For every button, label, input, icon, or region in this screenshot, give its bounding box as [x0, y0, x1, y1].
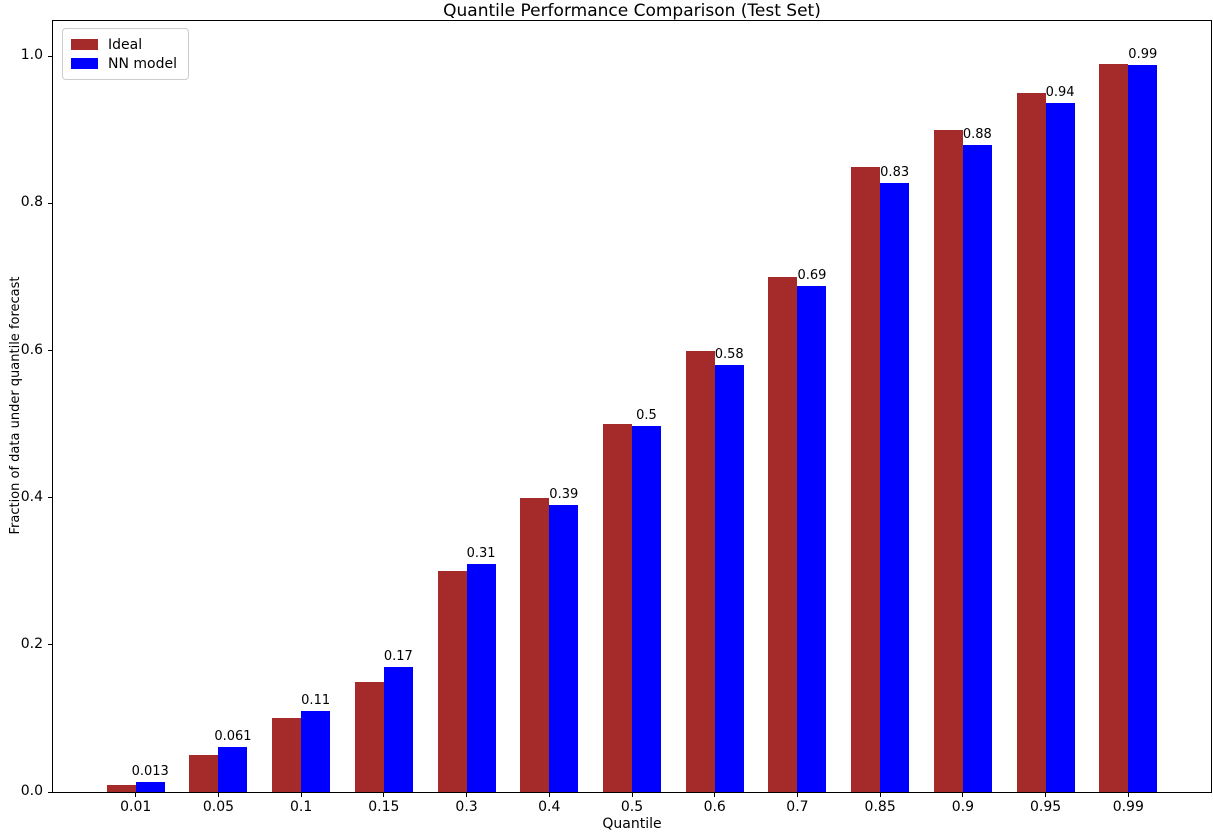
- x-tick-label: 0.85: [864, 799, 896, 815]
- bar-nn-model: [797, 285, 827, 792]
- x-tick-label: 0.1: [290, 799, 313, 815]
- x-tick: [962, 793, 964, 797]
- bar-nn-model: [301, 711, 331, 792]
- bar-value-label: 0.31: [466, 545, 496, 561]
- legend-swatch-nn-model: [71, 58, 98, 69]
- chart-title: Quantile Performance Comparison (Test Se…: [443, 1, 821, 21]
- x-tick-label: 0.01: [120, 799, 152, 815]
- legend: Ideal NN model: [62, 28, 189, 80]
- x-tick: [714, 793, 716, 797]
- y-tick-label: 0.4: [20, 488, 43, 505]
- bar-value-label: 0.013: [131, 764, 169, 780]
- x-tick: [466, 793, 468, 797]
- bar-value-label: 0.39: [549, 487, 579, 503]
- x-tick-label: 0.7: [786, 799, 809, 815]
- bar-ideal: [933, 129, 963, 792]
- legend-label-nn-model: NN model: [108, 55, 177, 72]
- x-tick: [548, 793, 550, 797]
- bar-ideal: [520, 497, 550, 792]
- x-tick-label: 0.9: [951, 799, 974, 815]
- x-tick: [879, 793, 881, 797]
- bar-ideal: [1016, 93, 1046, 792]
- y-tick-label: 1.0: [20, 47, 43, 64]
- bar-value-label: 0.88: [962, 126, 992, 142]
- y-tick: [48, 497, 52, 499]
- x-axis-label: Quantile: [602, 816, 662, 832]
- bar-value-label: 0.69: [797, 267, 827, 283]
- bar-nn-model: [632, 426, 661, 792]
- x-tick-label: 0.15: [368, 799, 400, 815]
- x-tick-label: 0.6: [703, 799, 726, 815]
- bar-nn-model: [549, 505, 579, 792]
- y-tick-label: 0.8: [20, 194, 43, 211]
- x-tick-label: 0.05: [202, 799, 235, 815]
- x-tick: [1127, 793, 1129, 797]
- x-tick-label: 0.4: [538, 799, 561, 815]
- y-tick-label: 0.2: [20, 635, 43, 652]
- bar-nn-model: [1128, 65, 1158, 792]
- bar-value-label: 0.11: [301, 693, 331, 709]
- bar-ideal: [603, 424, 632, 792]
- legend-entry-nn-model: NN model: [71, 55, 177, 72]
- y-tick: [48, 55, 52, 57]
- x-tick: [383, 793, 385, 797]
- x-tick-label: 0.3: [455, 799, 478, 815]
- bar-ideal: [106, 784, 136, 792]
- bar-ideal: [768, 277, 798, 792]
- bar-value-label: 0.83: [880, 164, 910, 180]
- bar-nn-model: [1045, 102, 1075, 792]
- bar-ideal: [272, 718, 302, 792]
- bar-nn-model: [218, 747, 248, 792]
- bar-value-label: 0.5: [636, 408, 657, 424]
- y-tick-label: 0.0: [20, 783, 43, 799]
- y-tick: [48, 791, 52, 793]
- bar-ideal: [189, 755, 219, 792]
- bar-nn-model: [962, 144, 992, 792]
- bar-nn-model: [466, 563, 496, 792]
- x-tick: [796, 793, 798, 797]
- legend-label-ideal: Ideal: [108, 36, 143, 53]
- bar-value-label: 0.58: [714, 347, 744, 363]
- x-tick: [1045, 793, 1047, 797]
- x-tick: [300, 793, 302, 797]
- bar-nn-model: [135, 782, 165, 792]
- x-tick: [631, 793, 633, 797]
- x-tick: [135, 793, 137, 797]
- bar-ideal: [851, 166, 881, 792]
- y-tick: [48, 644, 52, 646]
- x-tick-label: 0.5: [620, 799, 644, 815]
- legend-swatch-ideal: [71, 39, 98, 50]
- x-tick: [217, 793, 219, 797]
- y-tick-label: 0.6: [20, 341, 43, 358]
- bar-ideal: [1099, 63, 1129, 792]
- bar-value-label: 0.94: [1045, 84, 1075, 100]
- x-tick-label: 0.99: [1112, 799, 1144, 815]
- y-tick: [48, 350, 52, 352]
- bar-value-label: 0.99: [1128, 47, 1158, 63]
- bar-value-label: 0.17: [383, 648, 413, 664]
- legend-entry-ideal: Ideal: [71, 36, 177, 53]
- bar-value-label: 0.061: [214, 729, 252, 745]
- bar-nn-model: [383, 666, 413, 792]
- bar-nn-model: [880, 182, 910, 792]
- bar-ideal: [685, 350, 715, 792]
- x-tick-label: 0.95: [1029, 799, 1062, 815]
- bar-ideal: [354, 681, 384, 792]
- plot-area: Ideal NN model 0.013 0.01 0.061 0.05 0.11 0.1…: [21, 20, 1212, 815]
- y-tick: [48, 202, 52, 204]
- bar-ideal: [437, 571, 467, 792]
- bar-nn-model: [714, 365, 744, 792]
- y-axis-label: Fraction of data under quantile forecast: [8, 276, 23, 535]
